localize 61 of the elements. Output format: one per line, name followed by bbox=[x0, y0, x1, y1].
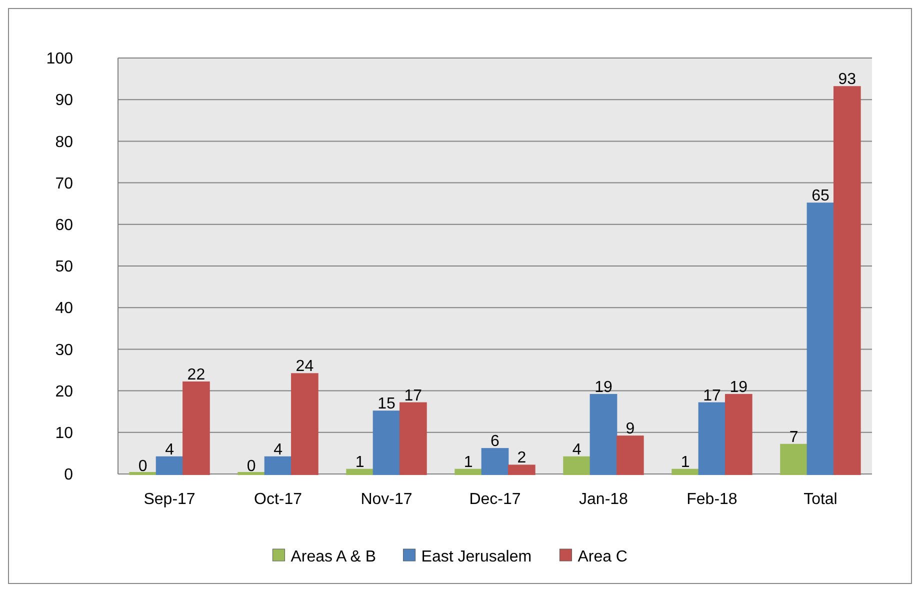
x-tick-label: Nov-17 bbox=[360, 491, 412, 508]
data-label: 1 bbox=[680, 454, 690, 471]
data-label: 4 bbox=[274, 441, 283, 458]
y-tick-label: 20 bbox=[55, 383, 74, 400]
data-label: 4 bbox=[165, 441, 174, 458]
bar bbox=[590, 394, 618, 475]
bar bbox=[672, 468, 699, 475]
data-label: 22 bbox=[187, 366, 206, 384]
bar bbox=[264, 456, 292, 475]
x-tick-label: Jan-18 bbox=[579, 491, 628, 508]
data-label: 6 bbox=[490, 433, 500, 450]
x-tick-label: Dec-17 bbox=[469, 491, 521, 508]
data-label: 93 bbox=[838, 71, 856, 88]
bar bbox=[563, 456, 590, 475]
x-tick-label: Oct-17 bbox=[254, 491, 302, 508]
y-tick-label: 60 bbox=[55, 217, 74, 234]
bar bbox=[698, 402, 726, 475]
data-label: 4 bbox=[572, 441, 582, 458]
bar bbox=[780, 444, 808, 475]
data-label: 7 bbox=[789, 428, 798, 446]
data-label: 65 bbox=[812, 188, 830, 205]
data-label: 17 bbox=[404, 387, 422, 404]
data-label: 0 bbox=[138, 458, 148, 475]
legend-label: East Jerusalem bbox=[421, 548, 532, 566]
data-label: 15 bbox=[378, 396, 396, 413]
x-tick-label: Sep-17 bbox=[144, 491, 196, 508]
data-label: 17 bbox=[703, 387, 721, 404]
bar bbox=[346, 468, 374, 475]
data-label: 1 bbox=[464, 454, 473, 471]
data-label: 19 bbox=[730, 378, 748, 396]
data-label: 24 bbox=[296, 358, 314, 376]
bar bbox=[400, 402, 427, 475]
data-label: 9 bbox=[626, 420, 635, 438]
y-tick-label: 80 bbox=[55, 134, 74, 151]
legend-label: Area C bbox=[578, 548, 628, 566]
y-tick-label: 40 bbox=[55, 300, 74, 318]
bar bbox=[806, 202, 834, 475]
legend-label: Areas A & B bbox=[290, 548, 376, 566]
bar bbox=[182, 381, 210, 475]
data-label: 2 bbox=[517, 450, 526, 467]
bar bbox=[833, 86, 861, 475]
bar bbox=[616, 436, 644, 475]
bar bbox=[481, 448, 509, 475]
y-tick-label: 50 bbox=[55, 258, 74, 276]
y-tick-label: 90 bbox=[55, 92, 74, 110]
y-tick-label: 0 bbox=[64, 466, 74, 484]
y-tick-label: 30 bbox=[55, 342, 74, 359]
bar bbox=[454, 468, 482, 475]
x-tick-label: Total bbox=[804, 491, 838, 508]
bar bbox=[508, 464, 536, 475]
y-tick-label: 10 bbox=[55, 425, 74, 442]
data-label: 19 bbox=[594, 378, 612, 396]
bar bbox=[156, 456, 184, 475]
y-tick-label: 100 bbox=[46, 50, 74, 68]
y-tick-label: 70 bbox=[55, 175, 74, 192]
data-label: 0 bbox=[246, 458, 256, 475]
bar bbox=[724, 394, 752, 475]
bar bbox=[372, 410, 400, 475]
bar bbox=[291, 373, 318, 475]
x-tick-label: Feb-18 bbox=[686, 491, 738, 508]
data-label: 1 bbox=[355, 454, 364, 471]
